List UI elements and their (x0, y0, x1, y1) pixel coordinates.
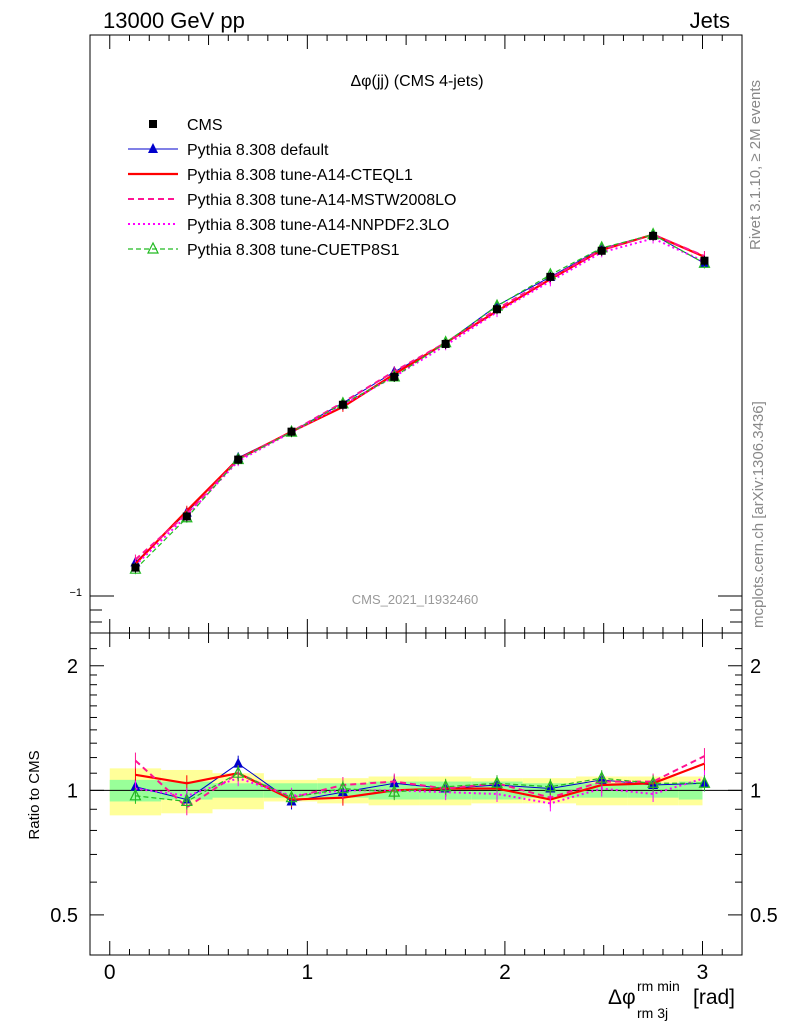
ratio-point (439, 779, 452, 792)
ratio-y-tick-label-right: 2 (750, 656, 761, 678)
ratio-line (135, 772, 705, 803)
legend-label: CMS (187, 117, 223, 134)
chart-title: Δφ(jj) (CMS 4-jets) (350, 73, 483, 90)
legend-label: Pythia 8.308 tune-A14-MSTW2008LO (187, 192, 456, 209)
legend-marker (148, 143, 158, 153)
x-axis-label: Δφ (608, 986, 636, 1009)
series-line (134, 233, 705, 561)
data-point (546, 272, 555, 281)
analysis-id: CMS_2021_I1932460 (352, 592, 479, 607)
ratio-point (647, 775, 660, 788)
x-axis-label-sup: rm min (637, 978, 680, 994)
x-tick-label: 0 (104, 961, 116, 984)
ratio-point (698, 775, 711, 788)
series-0 (131, 230, 709, 573)
ratio-point (388, 784, 401, 797)
x-axis-label-symbol: Δφ (608, 986, 636, 1009)
series-line (134, 233, 705, 565)
legend-label: Pythia 8.308 tune-CUETP8S1 (187, 242, 400, 259)
energy-label: 13000 GeV pp (103, 8, 245, 33)
upper-y-tick-label: −1 (69, 587, 82, 599)
legend-marker (147, 241, 159, 254)
ratio-point (180, 794, 193, 807)
data-point (597, 246, 606, 255)
ratio-point (336, 781, 349, 794)
data-point (700, 256, 709, 265)
ratio-plot-frame (89, 632, 743, 956)
legend: CMS Pythia 8.308 default Pythia 8.308 tune… (128, 117, 456, 259)
series-1 (130, 228, 710, 568)
ratio-y-tick-label: 1 (67, 780, 78, 802)
series-line (134, 237, 705, 567)
ratio-y-tick-label: 0.5 (50, 905, 78, 927)
ratio-point (233, 757, 244, 768)
legend-marker (149, 120, 157, 128)
ratio-y-tick-label: 2 (67, 656, 78, 678)
ratio-point (595, 770, 608, 783)
ratio-line (134, 755, 705, 809)
data-point (649, 231, 658, 240)
ratio-y-tick-label-right: 1 (750, 780, 761, 802)
mcplots-label: mcplots.cern.ch [arXiv:1306.3436] (750, 401, 767, 628)
series-line (135, 234, 705, 563)
category-label: Jets (689, 8, 730, 33)
ratio-point (285, 790, 298, 803)
ratio-series-4 (129, 765, 711, 810)
legend-label: Pythia 8.308 default (187, 142, 329, 159)
series-3 (134, 229, 705, 565)
data-point (182, 512, 191, 521)
ratio-point (129, 788, 142, 801)
ratio-point (232, 765, 245, 778)
ratio-y-tick-label-right: 0.5 (750, 905, 778, 927)
data-point (131, 563, 140, 572)
legend-label: Pythia 8.308 tune-A14-CTEQL1 (187, 167, 413, 184)
series-2 (134, 229, 705, 569)
x-tick-label: 3 (697, 961, 709, 984)
x-axis-label-sub: rm 3j (637, 1005, 668, 1021)
data-point (493, 305, 502, 314)
data-point (390, 372, 399, 381)
ratio-y-axis-label: Ratio to CMS (26, 750, 43, 839)
legend-label: Pythia 8.308 tune-A14-NNPDF2.3LO (187, 217, 449, 234)
data-point (287, 427, 296, 436)
x-tick-label: 1 (301, 961, 313, 984)
ratio-point (491, 775, 503, 788)
data-point (338, 400, 347, 409)
series-4 (134, 233, 705, 571)
x-tick-label: 2 (499, 961, 511, 984)
series-line (135, 233, 705, 570)
data-point (441, 339, 450, 348)
series-5 (129, 227, 711, 575)
ratio-point (544, 779, 557, 792)
x-axis-label-unit: [rad] (693, 986, 735, 1009)
ratio-line (135, 777, 705, 805)
rivet-label: Rivet 3.1.10, ≥ 2M events (747, 80, 764, 250)
data-point (234, 455, 243, 464)
